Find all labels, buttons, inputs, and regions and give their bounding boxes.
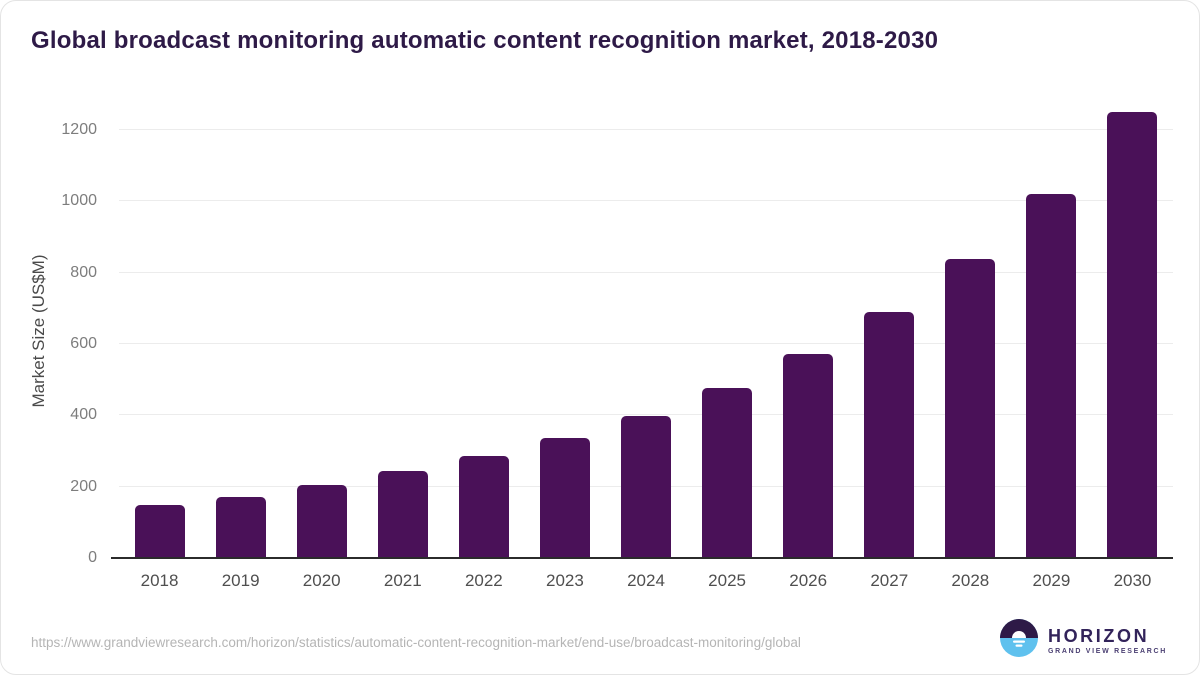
logo-title: HORIZON xyxy=(1047,625,1150,646)
gridline-800 xyxy=(119,271,1173,273)
bar-2019[interactable] xyxy=(215,496,266,557)
bar-2023[interactable] xyxy=(539,438,590,557)
gridline-400 xyxy=(119,414,1173,416)
bar-2028[interactable] xyxy=(945,258,996,557)
x-tick-2021: 2021 xyxy=(383,571,422,590)
bar-2021[interactable] xyxy=(377,471,428,557)
gridline-1200 xyxy=(119,128,1173,130)
bar-2026[interactable] xyxy=(783,354,834,557)
x-tick-2030: 2030 xyxy=(1113,571,1152,590)
horizon-logo-text: HORIZON GRAND VIEW RESEARCH xyxy=(1048,626,1167,656)
gridline-1000 xyxy=(119,200,1173,202)
bar-2029[interactable] xyxy=(1026,193,1077,557)
bar-2027[interactable] xyxy=(864,312,915,557)
horizon-sun-icon xyxy=(999,619,1038,662)
bar-2020[interactable] xyxy=(296,484,347,557)
bar-2025[interactable] xyxy=(702,388,753,557)
horizon-logo: HORIZON GRAND VIEW RESEARCH xyxy=(999,619,1167,662)
x-tick-2019: 2019 xyxy=(221,571,260,590)
source-url-link[interactable]: https://www.grandviewresearch.com/horizo… xyxy=(31,635,801,650)
y-tick-800: 800 xyxy=(70,263,97,281)
bar-2030[interactable] xyxy=(1107,111,1158,557)
y-tick-200: 200 xyxy=(70,477,97,495)
x-tick-2028: 2028 xyxy=(951,571,990,590)
logo-subtitle: GRAND VIEW RESEARCH xyxy=(1047,647,1167,655)
x-axis-line xyxy=(111,557,1173,559)
gridline-600 xyxy=(119,342,1173,344)
y-tick-1000: 1000 xyxy=(61,192,97,210)
x-tick-2018: 2018 xyxy=(140,571,179,590)
x-tick-2020: 2020 xyxy=(302,571,341,590)
y-tick-0: 0 xyxy=(88,549,97,566)
bar-2018[interactable] xyxy=(134,505,185,557)
x-tick-2024: 2024 xyxy=(627,571,665,590)
bar-2022[interactable] xyxy=(458,456,509,557)
x-tick-2023: 2023 xyxy=(546,571,584,590)
plot-area: 0 200 400 600 800 1000 1200 xyxy=(61,105,1173,566)
x-tick-2029: 2029 xyxy=(1032,571,1071,590)
x-tick-2022: 2022 xyxy=(464,571,503,590)
bar-2024[interactable] xyxy=(621,416,671,557)
x-tick-2025: 2025 xyxy=(708,571,746,590)
y-tick-400: 400 xyxy=(70,406,97,424)
x-axis-labels: 2018 2019 2020 2021 2022 2023 2024 2025 2026 2027… xyxy=(119,571,1173,591)
x-tick-2026: 2026 xyxy=(789,571,828,590)
chart-title: Global broadcast monitoring automatic co… xyxy=(31,27,939,54)
x-tick-2027: 2027 xyxy=(870,571,909,590)
y-tick-600: 600 xyxy=(70,334,97,352)
y-tick-1200: 1200 xyxy=(61,120,97,138)
